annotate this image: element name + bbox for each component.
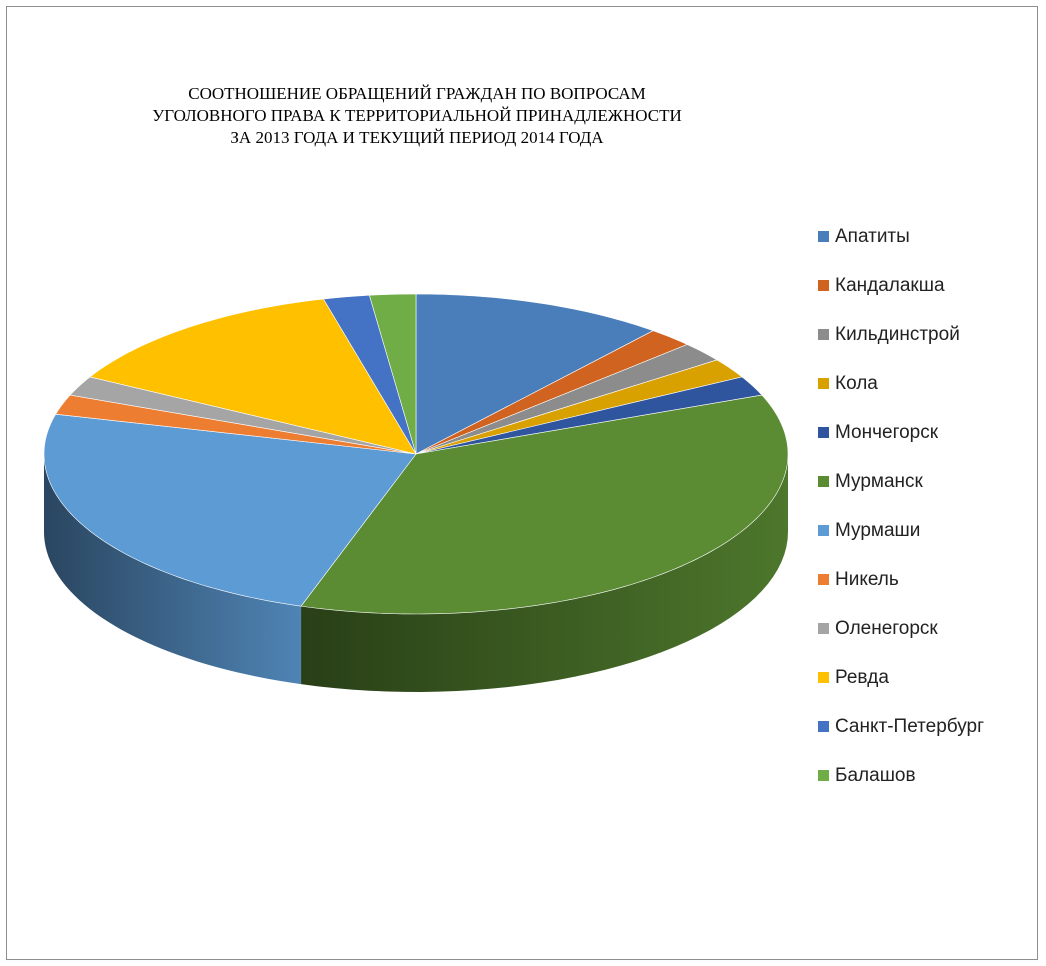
legend-label: Мурманск [835,470,923,492]
legend-swatch [818,280,829,291]
legend-swatch [818,231,829,242]
pie-slice-10 [89,298,417,455]
legend-item: Мурманск [818,457,984,506]
pie-slice-12 [368,293,417,455]
pie-slice-11 [322,294,417,455]
pie-slice-5 [415,376,763,455]
legend-item: Апатиты [818,212,984,261]
legend-item: Кола [818,359,984,408]
pie-slice-3 [415,344,718,455]
legend-label: Санкт-Петербург [835,715,985,737]
legend-item: Никель [818,555,984,604]
legend-swatch [818,329,829,340]
legend-label: Апатиты [835,225,910,247]
pie-slice-9 [69,376,417,455]
legend: Апатиты Кандалакша Кильдинстрой Кола Мончего… [818,212,984,800]
pie-slice-4 [415,359,743,455]
legend-label: Мурмаши [835,519,921,541]
legend-label: Мончегорск [835,421,939,443]
pie-slice-7 [43,413,417,607]
pie-top-faces [43,293,789,615]
pie-slice-1 [415,293,654,455]
legend-swatch [818,427,829,438]
legend-label: Кильдинстрой [835,323,960,345]
legend-label: Кандалакша [835,274,945,296]
legend-item: Балашов [818,751,984,800]
pie-side-6 [301,454,788,692]
legend-swatch [818,525,829,536]
legend-item: Санкт-Петербург [818,702,984,751]
pie-slice-2 [415,330,688,455]
legend-item: Мурмаши [818,506,984,555]
legend-swatch [818,770,829,781]
legend-swatch [818,623,829,634]
chart-title-line-3: ЗА 2013 ГОДА И ТЕКУЩИЙ ПЕРИОД 2014 ГОДА [230,128,604,147]
chart-title-line-2: УГОЛОВНОГО ПРАВА К ТЕРРИТОРИАЛЬНОЙ ПРИНА… [152,106,682,125]
legend-label: Оленегорск [835,617,938,639]
legend-swatch [818,476,829,487]
pie-slice-6 [300,394,789,615]
pie-slice-8 [55,394,417,455]
chart-title-line-1: СООТНОШЕНИЕ ОБРАЩЕНИЙ ГРАЖДАН ПО ВОПРОСА… [188,84,646,103]
legend-swatch [818,721,829,732]
legend-label: Балашов [835,764,916,786]
legend-label: Кола [835,372,878,394]
legend-item: Кандалакша [818,261,984,310]
legend-swatch [818,574,829,585]
pie-side-walls [44,454,788,692]
legend-item: Кильдинстрой [818,310,984,359]
legend-label: Ревда [835,666,889,688]
chart-title: СООТНОШЕНИЕ ОБРАЩЕНИЙ ГРАЖДАН ПО ВОПРОСА… [37,83,797,149]
legend-label: Никель [835,568,899,590]
legend-item: Ревда [818,653,984,702]
legend-swatch [818,378,829,389]
pie-side-7 [44,454,302,685]
legend-item: Оленегорск [818,604,984,653]
legend-item: Мончегорск [818,408,984,457]
legend-swatch [818,672,829,683]
